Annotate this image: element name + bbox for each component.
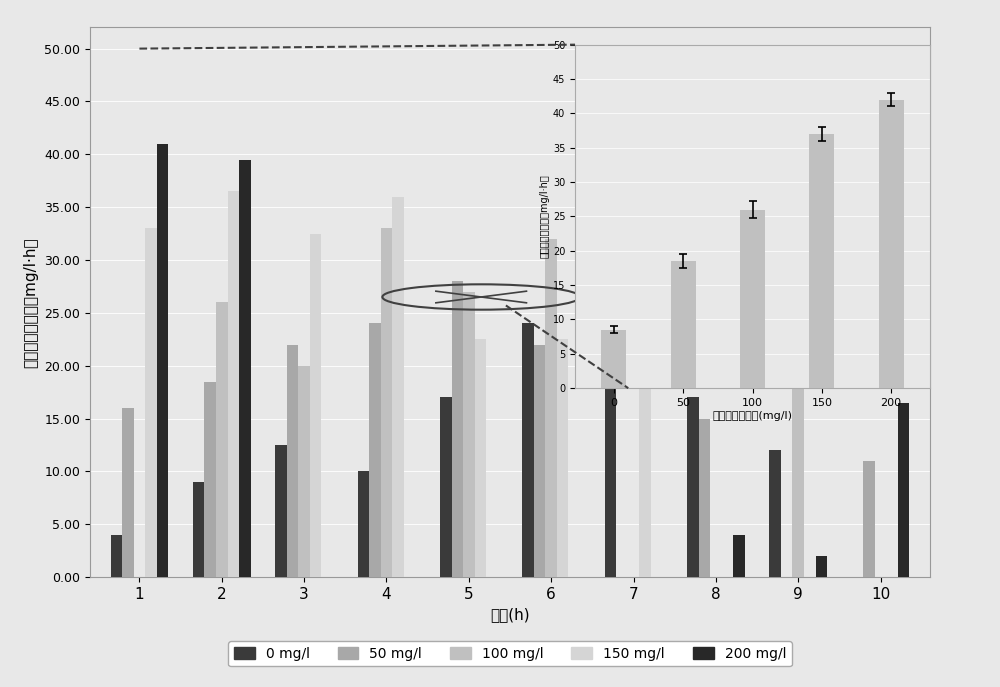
Bar	[381, 228, 392, 577]
Bar	[605, 218, 616, 577]
Bar	[193, 482, 204, 577]
Legend: 0 mg/l, 50 mg/l, 100 mg/l, 150 mg/l, 200 mg/l: 0 mg/l, 50 mg/l, 100 mg/l, 150 mg/l, 200…	[228, 641, 792, 666]
Bar	[671, 261, 696, 388]
Bar	[699, 418, 710, 577]
Bar	[863, 461, 875, 577]
Bar	[733, 534, 745, 577]
Bar	[216, 302, 228, 577]
Bar	[816, 556, 827, 577]
Bar	[452, 281, 463, 577]
Bar	[879, 100, 904, 388]
Y-axis label: 硫化物生成速率（mg/l·h）: 硫化物生成速率（mg/l·h）	[24, 237, 39, 368]
Y-axis label: 硫化物生成速率（mg/l·h）: 硫化物生成速率（mg/l·h）	[540, 174, 550, 258]
Bar	[440, 397, 452, 577]
Bar	[740, 210, 765, 388]
Bar	[157, 144, 168, 577]
X-axis label: 初始硫化物浓度(mg/l): 初始硫化物浓度(mg/l)	[712, 411, 792, 420]
Bar	[275, 445, 287, 577]
Bar	[687, 397, 699, 577]
Bar	[369, 324, 381, 577]
Bar	[522, 324, 534, 577]
Bar	[228, 191, 239, 577]
Bar	[463, 292, 475, 577]
Bar	[204, 381, 216, 577]
Bar	[792, 355, 804, 577]
Bar	[287, 345, 298, 577]
Bar	[298, 365, 310, 577]
Bar	[145, 228, 157, 577]
Bar	[639, 339, 651, 577]
Bar	[545, 239, 557, 577]
X-axis label: 时间(h): 时间(h)	[490, 607, 530, 622]
Bar	[769, 450, 781, 577]
Bar	[475, 339, 486, 577]
Bar	[557, 339, 568, 577]
Bar	[898, 403, 909, 577]
Bar	[392, 196, 404, 577]
Bar	[122, 408, 134, 577]
Bar	[601, 330, 626, 388]
Bar	[358, 471, 369, 577]
Bar	[310, 234, 321, 577]
Bar	[534, 345, 545, 577]
Bar	[111, 534, 122, 577]
Bar	[239, 159, 251, 577]
Bar	[809, 134, 834, 388]
